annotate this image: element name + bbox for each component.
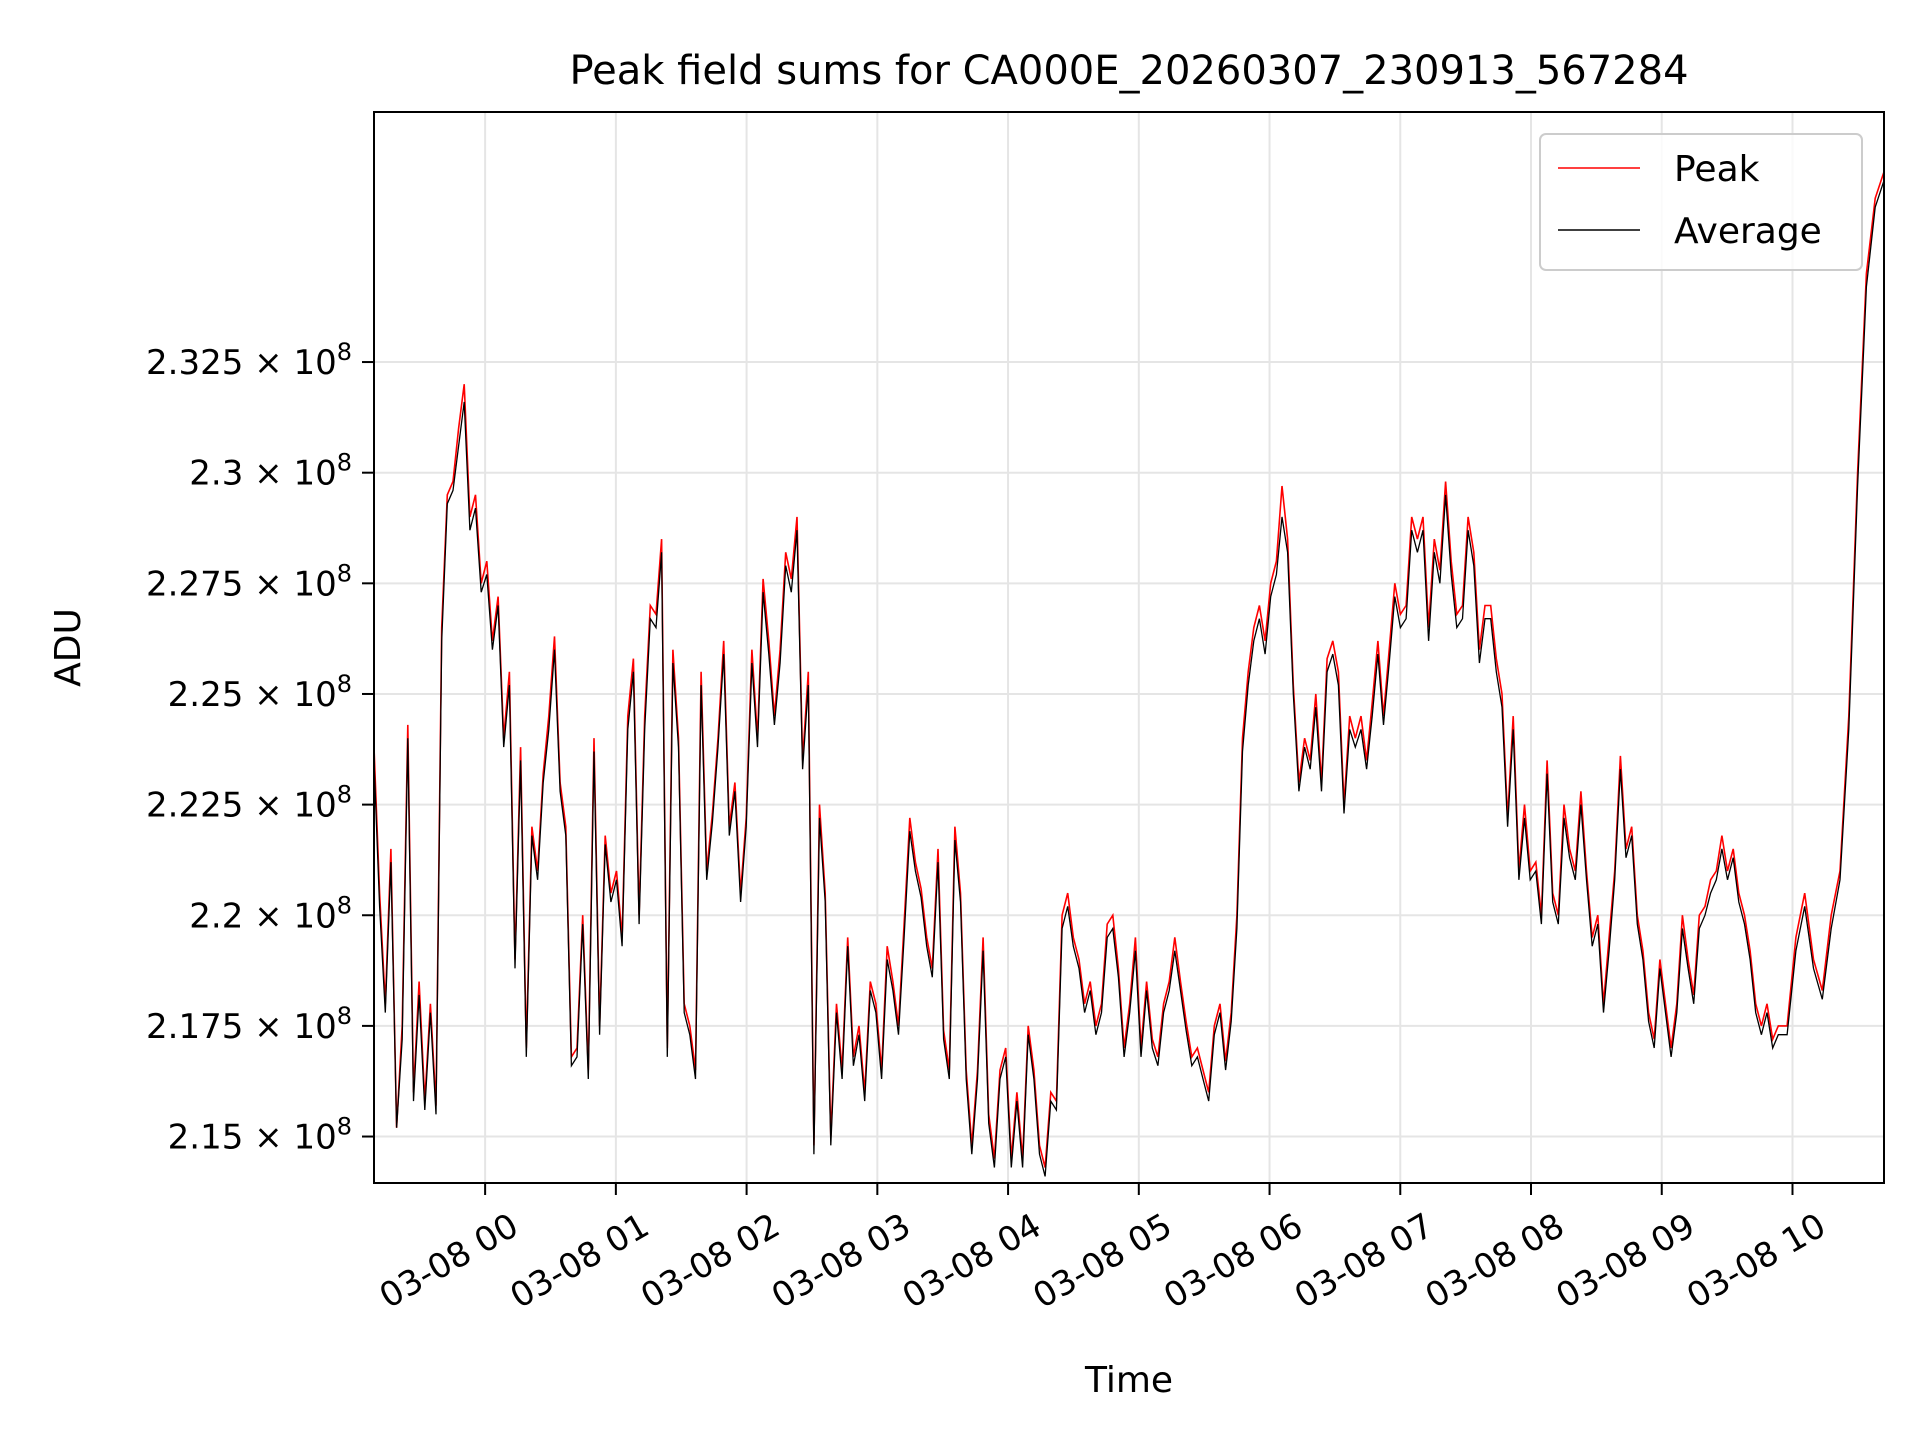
legend-label-peak: Peak — [1674, 149, 1760, 190]
y-tick-label: 2.275 × 108 — [146, 559, 352, 604]
plot-frame — [373, 111, 1885, 1184]
y-tick-label: 2.3 × 108 — [189, 449, 352, 494]
series-layer — [374, 171, 1884, 1177]
series-line-average — [374, 180, 1884, 1177]
y-tick-label: 2.225 × 108 — [146, 781, 352, 826]
legend: Peak Average — [1539, 133, 1863, 271]
y-tick-label: 2.25 × 108 — [168, 670, 352, 715]
y-tick-label: 2.2 × 108 — [189, 891, 352, 936]
grid-lines — [374, 112, 1884, 1183]
legend-label-average: Average — [1674, 211, 1822, 252]
y-axis-label: ADU — [48, 608, 89, 687]
y-axis: 2.15 × 108 2.175 × 108 2.2 × 108 2.225 × 10… — [146, 338, 374, 1158]
y-tick-label: 2.15 × 108 — [168, 1113, 352, 1158]
y-tick-label: 2.325 × 108 — [146, 338, 352, 383]
chart-title: Peak field sums for CA000E_20260307_2309… — [569, 48, 1688, 94]
x-axis-label: Time — [1084, 1360, 1173, 1401]
y-tick-label: 2.175 × 108 — [146, 1002, 352, 1047]
